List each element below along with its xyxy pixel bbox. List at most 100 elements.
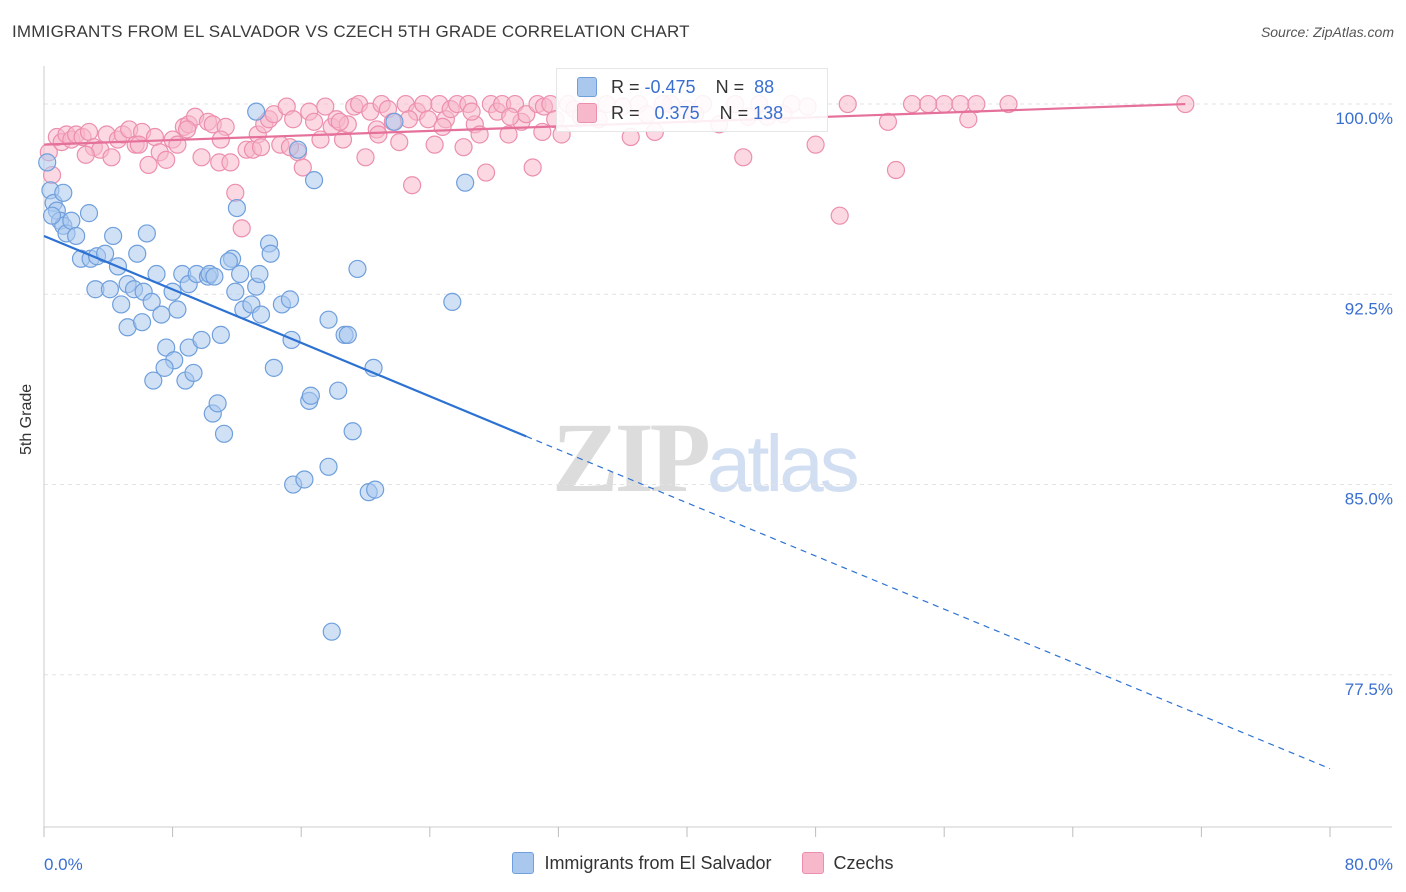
data-point-el-salvador	[205, 267, 224, 286]
data-point-el-salvador	[338, 325, 357, 344]
data-point-czechs	[390, 133, 409, 152]
data-point-czechs	[330, 112, 349, 131]
data-point-czechs	[79, 122, 99, 142]
data-point-czechs	[830, 206, 849, 225]
r-label: R =	[611, 102, 640, 123]
data-point-el-salvador	[192, 330, 211, 350]
data-point-el-salvador	[227, 198, 246, 218]
data-point-el-salvador	[301, 386, 320, 405]
data-point-el-salvador	[42, 206, 62, 225]
legend-label-czechs: Czechs	[833, 852, 894, 873]
data-point-czechs	[462, 102, 481, 121]
source-credit: Source: ZipAtlas.com	[1260, 24, 1394, 40]
data-point-czechs	[419, 110, 438, 129]
data-point-czechs	[284, 110, 303, 129]
data-point-czechs	[221, 153, 240, 172]
y-tick-label: 85.0%	[1345, 490, 1393, 509]
legend-item-czechs[interactable]: Czechs	[801, 852, 894, 874]
data-point-czechs	[886, 160, 906, 180]
watermark-atlas: atlas	[706, 419, 860, 508]
legend-label-el-salvador: Immigrants from El Salvador	[544, 852, 772, 873]
data-point-czechs	[433, 117, 452, 136]
data-point-el-salvador	[250, 264, 269, 284]
data-point-czechs	[476, 163, 496, 182]
data-point-czechs	[232, 219, 251, 238]
n-value-czechs: 138	[753, 102, 784, 123]
data-point-el-salvador	[288, 140, 308, 159]
data-point-el-salvador	[155, 358, 174, 377]
data-point-el-salvador	[264, 358, 283, 377]
data-point-czechs	[157, 150, 176, 169]
legend-swatch-pink	[801, 852, 824, 874]
data-point-czechs	[251, 138, 271, 157]
data-point-czechs	[102, 148, 121, 167]
data-point-czechs	[369, 125, 388, 144]
data-point-el-salvador	[280, 290, 300, 309]
data-point-el-salvador	[54, 183, 73, 202]
data-point-el-salvador	[211, 325, 230, 344]
data-point-el-salvador	[319, 457, 338, 476]
data-point-el-salvador	[443, 292, 462, 312]
x-tick-label: 0.0%	[44, 855, 83, 874]
data-point-czechs	[177, 120, 197, 139]
data-point-czechs	[838, 94, 857, 114]
data-point-czechs	[304, 112, 324, 131]
data-point-el-salvador	[104, 226, 123, 246]
data-point-czechs	[999, 94, 1018, 114]
data-point-el-salvador	[304, 171, 324, 190]
data-point-czechs	[316, 97, 335, 116]
data-point-el-salvador	[348, 259, 367, 279]
data-point-czechs	[403, 176, 422, 195]
chart-legend: Immigrants from El Salvador Czechs	[0, 852, 1406, 874]
chart-title: IMMIGRANTS FROM EL SALVADOR VS CZECH 5TH…	[12, 22, 690, 41]
data-point-el-salvador	[456, 173, 475, 192]
data-point-czechs	[501, 107, 520, 126]
data-point-el-salvador	[137, 224, 156, 243]
data-point-czechs	[129, 135, 148, 154]
data-point-el-salvador	[251, 305, 271, 324]
data-point-el-salvador	[385, 112, 404, 131]
data-point-czechs	[226, 183, 245, 202]
trendline-el-salvador	[43, 234, 527, 438]
r-value-czechs: 0.375	[654, 102, 700, 123]
data-point-el-salvador	[144, 371, 163, 390]
stat-row-el-salvador: R = -0.475 N = 88	[577, 75, 774, 99]
r-label: R =	[611, 76, 640, 97]
data-point-el-salvador	[214, 424, 234, 443]
data-point-el-salvador	[343, 422, 362, 441]
data-point-el-salvador	[322, 622, 341, 641]
data-point-czechs	[951, 94, 970, 114]
data-point-el-salvador	[219, 252, 238, 271]
data-point-el-salvador	[62, 211, 81, 230]
x-tick-label: 80.0%	[1345, 855, 1393, 874]
data-point-el-salvador	[168, 300, 187, 319]
y-tick-label: 77.5%	[1345, 680, 1393, 699]
data-point-el-salvador	[142, 292, 161, 312]
correlation-stats-box: R = -0.475 N = 88 R = 0.375 N = 138	[556, 68, 828, 132]
data-point-czechs	[356, 148, 375, 167]
data-point-el-salvador	[67, 226, 86, 246]
data-point-el-salvador	[152, 305, 171, 324]
n-label: N =	[715, 76, 745, 97]
pink-swatch	[577, 103, 597, 123]
n-label: N =	[719, 102, 749, 123]
data-point-el-salvador	[132, 313, 152, 332]
data-point-czechs	[139, 155, 158, 175]
data-point-el-salvador	[38, 153, 57, 172]
data-point-el-salvador	[184, 363, 203, 383]
y-tick-label: 100.0%	[1335, 109, 1393, 128]
data-point-czechs	[293, 158, 312, 177]
r-value-el-salvador: -0.475	[644, 76, 696, 97]
data-point-czechs	[414, 94, 433, 114]
data-point-czechs	[967, 94, 986, 114]
data-point-czechs	[806, 135, 825, 154]
data-point-el-salvador	[208, 394, 227, 413]
data-point-czechs	[454, 138, 473, 157]
legend-swatch-blue	[512, 852, 535, 874]
n-value-el-salvador: 88	[754, 76, 775, 97]
y-tick-label: 92.5%	[1345, 299, 1393, 318]
legend-item-el-salvador[interactable]: Immigrants from El Salvador	[512, 852, 772, 874]
data-point-el-salvador	[79, 204, 99, 223]
data-point-el-salvador	[128, 244, 147, 263]
